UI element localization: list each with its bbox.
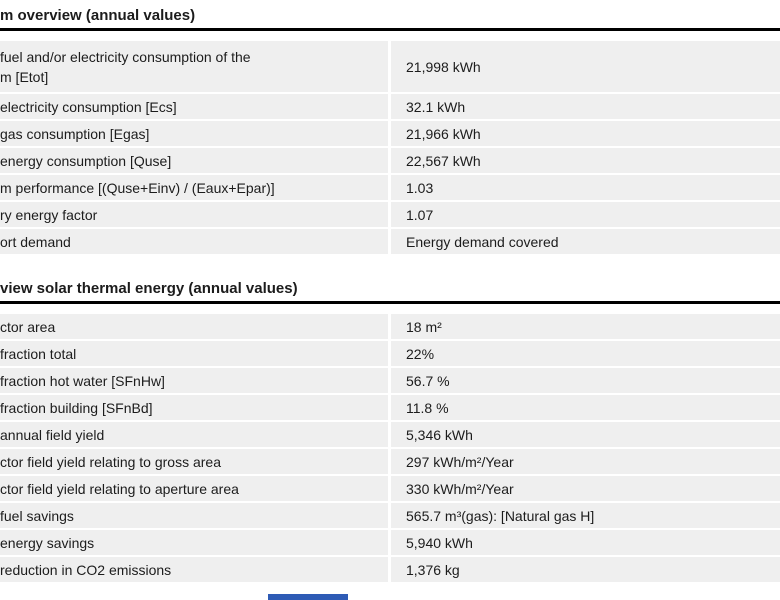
row-value-cell: 1.07 [391, 202, 780, 227]
row-label-cell: ort demand [0, 229, 388, 254]
row-label: ort demand [0, 233, 71, 250]
row-label-cell: energy consumption [Quse] [0, 148, 388, 173]
report-section: m overview (annual values) fuel and/or e… [0, 4, 780, 254]
row-label: ctor field yield relating to aperture ar… [0, 480, 239, 497]
row-label-cell: energy savings [0, 530, 388, 555]
section-rows: fuel and/or electricity consumption of t… [0, 41, 780, 254]
row-value-cell: 330 kWh/m²/Year [391, 476, 780, 501]
row-value: 22% [406, 345, 435, 362]
section-title: m overview (annual values) [0, 7, 196, 24]
row-value-cell: 22% [391, 341, 780, 366]
row-value: 21,998 kWh [406, 58, 481, 75]
section-divider-rule [0, 28, 780, 31]
table-row: fraction building [SFnBd] 11.8 % [0, 395, 780, 420]
section-divider-rule [0, 301, 780, 304]
row-label-cell: ctor field yield relating to gross area [0, 449, 388, 474]
row-value-cell: Energy demand covered [391, 229, 780, 254]
table-row: gas consumption [Egas] 21,966 kWh [0, 121, 780, 146]
row-label-cell: gas consumption [Egas] [0, 121, 388, 146]
row-value-cell: 1,376 kg [391, 557, 780, 582]
row-label: fraction hot water [SFnHw] [0, 372, 165, 389]
row-label-line1: fuel and/or electricity consumption of t… [0, 48, 251, 65]
row-label: electricity consumption [Ecs] [0, 98, 177, 115]
row-label: m performance [(Quse+Einv) / (Eaux+Epar)… [0, 179, 275, 196]
row-label-cell: ry energy factor [0, 202, 388, 227]
row-label-cell: ctor field yield relating to aperture ar… [0, 476, 388, 501]
row-label: energy consumption [Quse] [0, 152, 172, 169]
row-label: annual field yield [0, 426, 105, 443]
row-label-cell: fraction building [SFnBd] [0, 395, 388, 420]
row-label: fraction total [0, 345, 77, 362]
row-value-cell: 21,998 kWh [391, 41, 780, 92]
row-value: 565.7 m³(gas): [Natural gas H] [406, 507, 595, 524]
row-value: 297 kWh/m²/Year [406, 453, 514, 470]
row-value-cell: 5,940 kWh [391, 530, 780, 555]
row-value-cell: 22,567 kWh [391, 148, 780, 173]
row-label: gas consumption [Egas] [0, 125, 150, 142]
row-value: 22,567 kWh [406, 152, 481, 169]
row-label: fuel and/or electricity consumption of t… [0, 47, 251, 87]
table-row: annual field yield 5,346 kWh [0, 422, 780, 447]
row-value: 5,940 kWh [406, 534, 473, 551]
table-row: ctor area 18 m² [0, 314, 780, 339]
table-row: fraction total 22% [0, 341, 780, 366]
row-value: 18 m² [406, 318, 442, 335]
row-label-cell: fuel and/or electricity consumption of t… [0, 41, 388, 92]
table-row: fuel and/or electricity consumption of t… [0, 41, 780, 92]
report-page: m overview (annual values) fuel and/or e… [0, 4, 780, 582]
row-value-cell: 565.7 m³(gas): [Natural gas H] [391, 503, 780, 528]
row-value: Energy demand covered [406, 233, 559, 250]
row-value-cell: 32.1 kWh [391, 94, 780, 119]
table-row: energy savings 5,940 kWh [0, 530, 780, 555]
row-value: 1.07 [406, 206, 434, 223]
row-label: energy savings [0, 534, 95, 551]
row-label-cell: ctor area [0, 314, 388, 339]
table-row: fuel savings 565.7 m³(gas): [Natural gas… [0, 503, 780, 528]
row-value-cell: 297 kWh/m²/Year [391, 449, 780, 474]
table-row: ry energy factor 1.07 [0, 202, 780, 227]
row-label: fuel savings [0, 507, 74, 524]
row-value: 11.8 % [406, 399, 449, 416]
row-value-cell: 18 m² [391, 314, 780, 339]
row-value: 32.1 kWh [406, 98, 466, 115]
row-value: 5,346 kWh [406, 426, 473, 443]
row-label: ctor area [0, 318, 56, 335]
row-label-line2: m [Etot] [0, 68, 49, 85]
row-label: ctor field yield relating to gross area [0, 453, 221, 470]
row-label-cell: m performance [(Quse+Einv) / (Eaux+Epar)… [0, 175, 388, 200]
section-rows: ctor area 18 m² fraction total 22% fract… [0, 314, 780, 582]
table-row: ctor field yield relating to aperture ar… [0, 476, 780, 501]
row-value-cell: 11.8 % [391, 395, 780, 420]
bottom-blue-fragment [268, 594, 348, 600]
row-label: fraction building [SFnBd] [0, 399, 153, 416]
row-label-cell: electricity consumption [Ecs] [0, 94, 388, 119]
section-title: view solar thermal energy (annual values… [0, 280, 298, 297]
table-row: reduction in CO2 emissions 1,376 kg [0, 557, 780, 582]
row-value: 330 kWh/m²/Year [406, 480, 514, 497]
row-label-cell: fuel savings [0, 503, 388, 528]
table-row: ort demand Energy demand covered [0, 229, 780, 254]
row-value-cell: 1.03 [391, 175, 780, 200]
table-row: fraction hot water [SFnHw] 56.7 % [0, 368, 780, 393]
row-value-cell: 5,346 kWh [391, 422, 780, 447]
table-row: electricity consumption [Ecs] 32.1 kWh [0, 94, 780, 119]
row-label-cell: annual field yield [0, 422, 388, 447]
row-label-cell: reduction in CO2 emissions [0, 557, 388, 582]
row-label-cell: fraction total [0, 341, 388, 366]
row-label-cell: fraction hot water [SFnHw] [0, 368, 388, 393]
report-section: view solar thermal energy (annual values… [0, 277, 780, 582]
table-row: energy consumption [Quse] 22,567 kWh [0, 148, 780, 173]
table-row: ctor field yield relating to gross area … [0, 449, 780, 474]
row-value: 1,376 kg [406, 561, 460, 578]
row-value: 56.7 % [406, 372, 450, 389]
row-value: 1.03 [406, 179, 434, 196]
row-label: ry energy factor [0, 206, 98, 223]
row-value: 21,966 kWh [406, 125, 481, 142]
row-label: reduction in CO2 emissions [0, 561, 172, 578]
row-value-cell: 56.7 % [391, 368, 780, 393]
row-value-cell: 21,966 kWh [391, 121, 780, 146]
table-row: m performance [(Quse+Einv) / (Eaux+Epar)… [0, 175, 780, 200]
